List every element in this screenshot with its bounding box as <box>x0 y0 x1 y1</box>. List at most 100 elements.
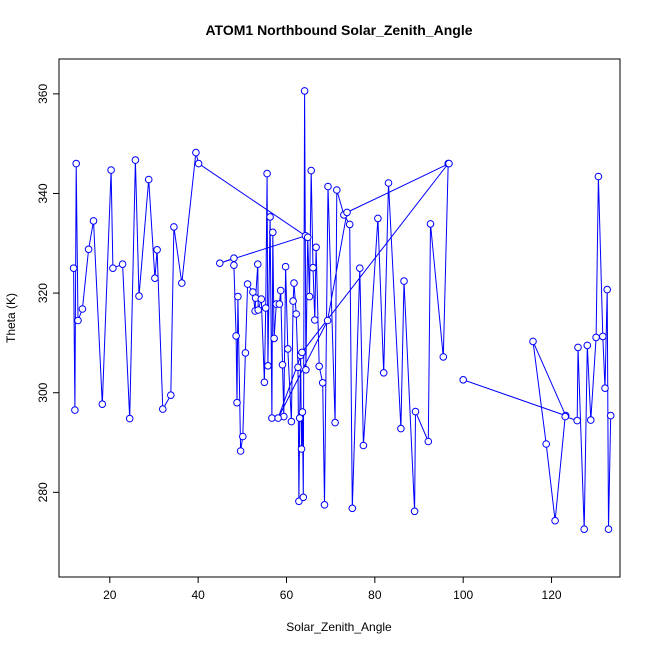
data-point <box>574 343 582 352</box>
data-point <box>439 353 448 361</box>
data-point <box>331 418 339 427</box>
data-point <box>561 412 570 421</box>
data-point <box>264 362 272 370</box>
data-point <box>194 159 203 168</box>
data-point <box>292 310 301 318</box>
data-point <box>592 333 600 342</box>
data-point <box>243 280 252 288</box>
data-point <box>594 172 603 181</box>
data-point <box>233 398 241 407</box>
x-tick-label: 100 <box>453 588 473 602</box>
data-point <box>167 391 175 400</box>
data-point <box>135 292 143 300</box>
data-point <box>274 414 282 422</box>
data-point <box>379 369 388 377</box>
y-tick-label: 360 <box>36 84 50 104</box>
data-point <box>573 416 582 425</box>
data-point <box>234 292 242 301</box>
data-point <box>144 175 153 184</box>
chart-title: ATOM1 Northbound Solar_Zenith_Angle <box>205 22 472 38</box>
data-point <box>153 246 161 254</box>
y-axis: 280 300 320 340 360 <box>36 84 60 502</box>
data-point <box>529 337 537 346</box>
data-point <box>109 264 117 273</box>
x-tick-label: 40 <box>191 588 205 602</box>
data-point <box>268 414 276 422</box>
data-point <box>159 405 167 413</box>
data-point <box>580 525 589 534</box>
data-point <box>241 349 250 357</box>
y-tick-label: 280 <box>36 482 50 502</box>
y-tick-label: 300 <box>36 382 50 402</box>
data-point <box>89 217 98 225</box>
data-point <box>257 295 266 303</box>
data-point <box>118 260 127 269</box>
data-point <box>410 507 419 516</box>
data-point <box>72 159 80 168</box>
data-point <box>239 432 247 441</box>
data-point <box>107 166 115 174</box>
data-point <box>551 516 559 525</box>
x-axis: 20 40 60 80 100 120 <box>103 576 562 602</box>
data-point <box>299 493 308 502</box>
data-point <box>397 424 405 433</box>
data-point <box>384 179 393 187</box>
series-line <box>463 176 612 530</box>
data-point <box>307 166 316 175</box>
data-point <box>249 288 257 296</box>
data-point <box>125 414 134 423</box>
data-point <box>303 233 312 242</box>
data-point <box>71 406 79 414</box>
data-point <box>309 263 317 272</box>
data-point <box>424 437 433 446</box>
data-point <box>275 300 284 308</box>
data-point <box>289 297 297 305</box>
data-point <box>74 316 82 325</box>
data-point <box>606 411 615 420</box>
data-point <box>359 441 368 450</box>
data-point <box>230 254 238 263</box>
plot-frame <box>58 58 621 578</box>
data-point <box>343 208 351 217</box>
data-point <box>426 220 435 228</box>
data-point <box>324 182 332 191</box>
x-tick-label: 60 <box>280 588 294 602</box>
y-tick-label: 340 <box>36 183 50 203</box>
data-point <box>604 525 613 534</box>
data-point <box>542 440 551 448</box>
x-tick-label: 120 <box>542 588 562 602</box>
data-point <box>254 306 263 314</box>
data-point <box>348 504 357 513</box>
data-point <box>270 334 278 343</box>
data-point <box>266 213 274 221</box>
data-point <box>587 416 595 424</box>
data-point <box>236 447 245 455</box>
data-point <box>278 361 287 369</box>
data-point <box>269 228 277 237</box>
data-point <box>583 341 592 350</box>
data-point <box>599 332 607 341</box>
series-points <box>69 87 615 534</box>
data-point <box>400 277 408 285</box>
data-point <box>356 264 364 273</box>
data-point <box>131 156 140 164</box>
data-point <box>320 501 329 509</box>
data-point <box>459 376 468 384</box>
data-point <box>305 292 314 301</box>
y-axis-label: Theta (K) <box>4 293 18 343</box>
data-point <box>253 260 262 269</box>
data-point <box>333 186 341 194</box>
data-point <box>84 245 93 254</box>
data-point <box>311 316 319 324</box>
x-tick-label: 80 <box>368 588 382 602</box>
data-point <box>78 305 87 313</box>
data-point <box>261 304 270 312</box>
data-point <box>69 264 78 273</box>
x-axis-label: Solar_Zenith_Angle <box>286 620 392 634</box>
data-point <box>374 214 382 223</box>
data-point <box>232 332 240 340</box>
data-point <box>294 363 302 372</box>
data-point <box>300 87 309 95</box>
data-point <box>298 348 306 357</box>
data-point <box>260 378 269 387</box>
